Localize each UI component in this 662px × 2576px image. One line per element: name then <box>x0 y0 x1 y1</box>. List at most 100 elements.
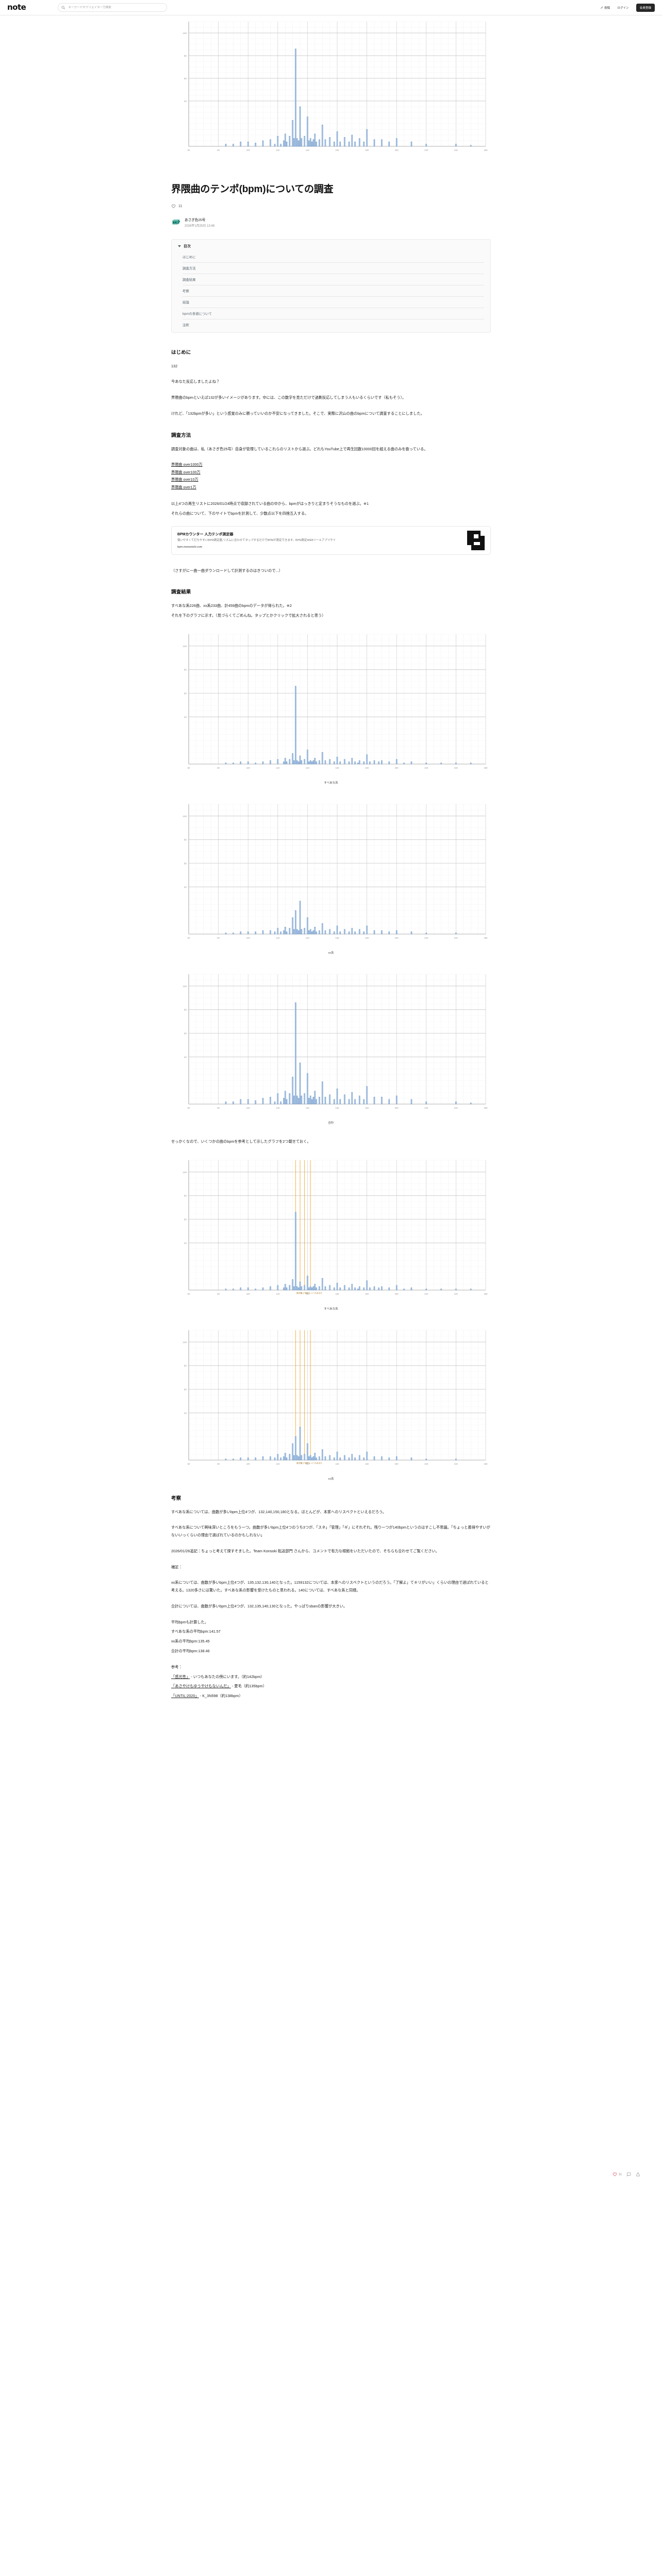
svg-text:80: 80 <box>184 839 187 841</box>
svg-text:160: 160 <box>336 767 340 769</box>
svg-text:80: 80 <box>217 1293 220 1295</box>
svg-text:260: 260 <box>484 1463 488 1465</box>
toc-item-1[interactable]: 調査方法 <box>183 266 196 270</box>
share-icon[interactable] <box>636 2172 640 2177</box>
result-paragraph-2: それを下のグラフに示す。（見づらくてごめんね。タップとかクリックで拡大されると思… <box>171 613 326 618</box>
svg-text:40: 40 <box>184 1242 187 1244</box>
signup-button[interactable]: 会員登録 <box>636 3 655 12</box>
comment-icon[interactable] <box>626 2172 631 2177</box>
method-paragraph-2: 以上4つの再生リストに2026/01/24時点で収録されている曲の中から、bpm… <box>171 501 369 506</box>
pen-icon <box>601 6 603 9</box>
method-paragraph-1: 調査対象の曲は、私（あさぎ色25号）自身が管理しているこれらのリストから選ぶ。ど… <box>171 446 428 451</box>
toc-item-0[interactable]: はじめに <box>183 255 196 259</box>
figure-chart-3: 40 60 80 100 感光性 あさやけ UNTIL いつもあなた 60 80 100 120 140… <box>171 1154 491 1311</box>
list-item: 調査方法 <box>183 262 484 274</box>
average-total: 合計の平均bpm:138.46 <box>171 1649 210 1654</box>
playlist-link-list: 界隈曲 over1000万 界隈曲 over100万 界隈曲 over10万 界… <box>171 461 491 491</box>
chart-caption-0: すべあな系 <box>324 781 338 785</box>
reference-link-2[interactable]: 「UNTIL:2020」 <box>171 1693 199 1699</box>
svg-text:いつもあなた: いつもあなた <box>311 1462 323 1464</box>
svg-text:40: 40 <box>184 716 187 718</box>
playlist-link-3[interactable]: 界隈曲 over1万 <box>171 484 196 489</box>
svg-text:80: 80 <box>217 937 220 939</box>
chart-caption-4: xx系 <box>328 1477 334 1481</box>
svg-text:220: 220 <box>424 149 428 151</box>
svg-text:180: 180 <box>365 149 369 151</box>
author-name: あさぎ色25号 <box>185 218 206 222</box>
chart-image-4[interactable]: 40 60 80 100 感光性 あさやけ UNTIL いつもあなた 60 80 100 120 140… <box>171 1324 491 1473</box>
svg-text:220: 220 <box>424 1107 428 1109</box>
svg-text:80: 80 <box>184 1364 187 1367</box>
toc-item-5[interactable]: bpmの各値について <box>183 312 212 316</box>
svg-text:60: 60 <box>184 1388 187 1391</box>
author-row[interactable]: あさぎ色25号 2026年1月25日 13:48 <box>171 217 491 228</box>
search-box[interactable] <box>58 3 168 12</box>
login-link[interactable]: ログイン <box>617 6 628 10</box>
chart-caption-1: xx系 <box>328 951 334 955</box>
embed-card-bpm-counter[interactable]: BPMカウンター 人力テンポ測定器 使いやすくて打ちやすいBPM測定器,リズムに… <box>171 526 491 555</box>
reference-link-1[interactable]: 「あさやけもゆうやけもないんだ」 <box>171 1684 231 1689</box>
svg-text:160: 160 <box>336 1293 340 1295</box>
chevron-down-icon <box>178 245 181 247</box>
svg-text:40: 40 <box>184 1412 187 1414</box>
playlist-link-0[interactable]: 界隈曲 over1000万 <box>171 462 203 467</box>
toc-item-6[interactable]: 注釈 <box>183 323 189 327</box>
svg-text:80: 80 <box>217 1107 220 1109</box>
svg-text:120: 120 <box>276 1293 280 1295</box>
svg-text:40: 40 <box>184 100 187 103</box>
figure-chart-1: 40 60 80 100 60 80 100 120 140 160 180 200 220 240 260… <box>171 798 491 955</box>
toc-item-2[interactable]: 調査結果 <box>183 278 196 282</box>
svg-text:60: 60 <box>188 767 190 769</box>
search-input[interactable] <box>67 5 164 10</box>
svg-text:120: 120 <box>276 149 280 151</box>
svg-text:220: 220 <box>424 937 428 939</box>
svg-text:260: 260 <box>484 1107 488 1109</box>
embed-thumbnail <box>461 526 490 554</box>
svg-text:240: 240 <box>454 767 458 769</box>
discussion-note-label: 補足： <box>171 1564 183 1569</box>
reference-lead: 参考： <box>171 1664 183 1669</box>
list-item: はじめに <box>183 251 484 262</box>
average-xx: xx系の平均bpm:135.45 <box>171 1639 210 1644</box>
average-sube: すべあな系の平均bpm:141.57 <box>171 1629 221 1634</box>
post-link[interactable]: 投稿 <box>601 6 610 10</box>
like-row: 11 <box>171 204 491 209</box>
list-item: 調査結果 <box>183 273 484 285</box>
page-body: 11 40 60 80 100 60 80 100 120 140 160 180 200 220 240… <box>0 15 662 2177</box>
svg-text:200: 200 <box>395 1293 399 1295</box>
toc-toggle[interactable]: 目次 <box>178 244 484 251</box>
published-date: 2026年1月25日 13:48 <box>185 224 215 228</box>
list-item: bpmの各値について <box>183 307 484 319</box>
rail-like[interactable]: 11 <box>613 2172 622 2177</box>
chart-image-3[interactable]: 40 60 80 100 感光性 あさやけ UNTIL いつもあなた 60 80 100 120 140… <box>171 1154 491 1303</box>
discussion-paragraph-2: すべあな系について興味深いところをもう一つ。曲数が多いbpm上位4つのうち3つが… <box>171 1525 490 1538</box>
svg-text:140: 140 <box>306 149 310 151</box>
chart-image-1[interactable]: 40 60 80 100 60 80 100 120 140 160 180 200 220 240 260 <box>171 798 491 947</box>
hero-chart-image[interactable]: 40 60 80 100 60 80 100 120 140 160 180 200 220 240 260 <box>171 15 491 160</box>
svg-text:240: 240 <box>454 1293 458 1295</box>
svg-text:80: 80 <box>184 669 187 671</box>
svg-text:200: 200 <box>395 1107 399 1109</box>
svg-text:100: 100 <box>183 815 187 818</box>
toc-item-3[interactable]: 考察 <box>183 289 189 293</box>
chart-image-0[interactable]: 40 60 80 100 60 80 100 120 140 160 180 200 220 240 260 <box>171 628 491 777</box>
svg-text:160: 160 <box>336 149 340 151</box>
svg-text:120: 120 <box>276 767 280 769</box>
heart-icon <box>613 2172 617 2176</box>
chart-image-2[interactable]: 40 60 80 100 60 80 100 120 140 160 180 200 220 240 260 <box>171 968 491 1117</box>
playlist-link-2[interactable]: 界隈曲 over10万 <box>171 477 198 482</box>
svg-text:200: 200 <box>395 937 399 939</box>
intro-paragraph-1: 132 <box>171 363 178 368</box>
heart-icon[interactable] <box>171 204 176 209</box>
svg-text:100: 100 <box>183 1171 187 1174</box>
svg-text:40: 40 <box>184 886 187 888</box>
reference-link-0[interactable]: 「感光性」 <box>171 1674 190 1679</box>
note-logo[interactable]: note <box>7 4 26 11</box>
bpm-logo-icon <box>465 529 487 551</box>
toc-item-4[interactable]: 結論 <box>183 300 189 304</box>
header-actions: 投稿 ログイン 会員登録 <box>601 3 655 12</box>
playlist-link-1[interactable]: 界隈曲 over100万 <box>171 469 201 474</box>
svg-text:100: 100 <box>246 1107 251 1109</box>
embed-description: 使いやすくて打ちやすいBPM測定器,リズムに合わせてタップするだけでBPMが測定… <box>177 539 336 543</box>
